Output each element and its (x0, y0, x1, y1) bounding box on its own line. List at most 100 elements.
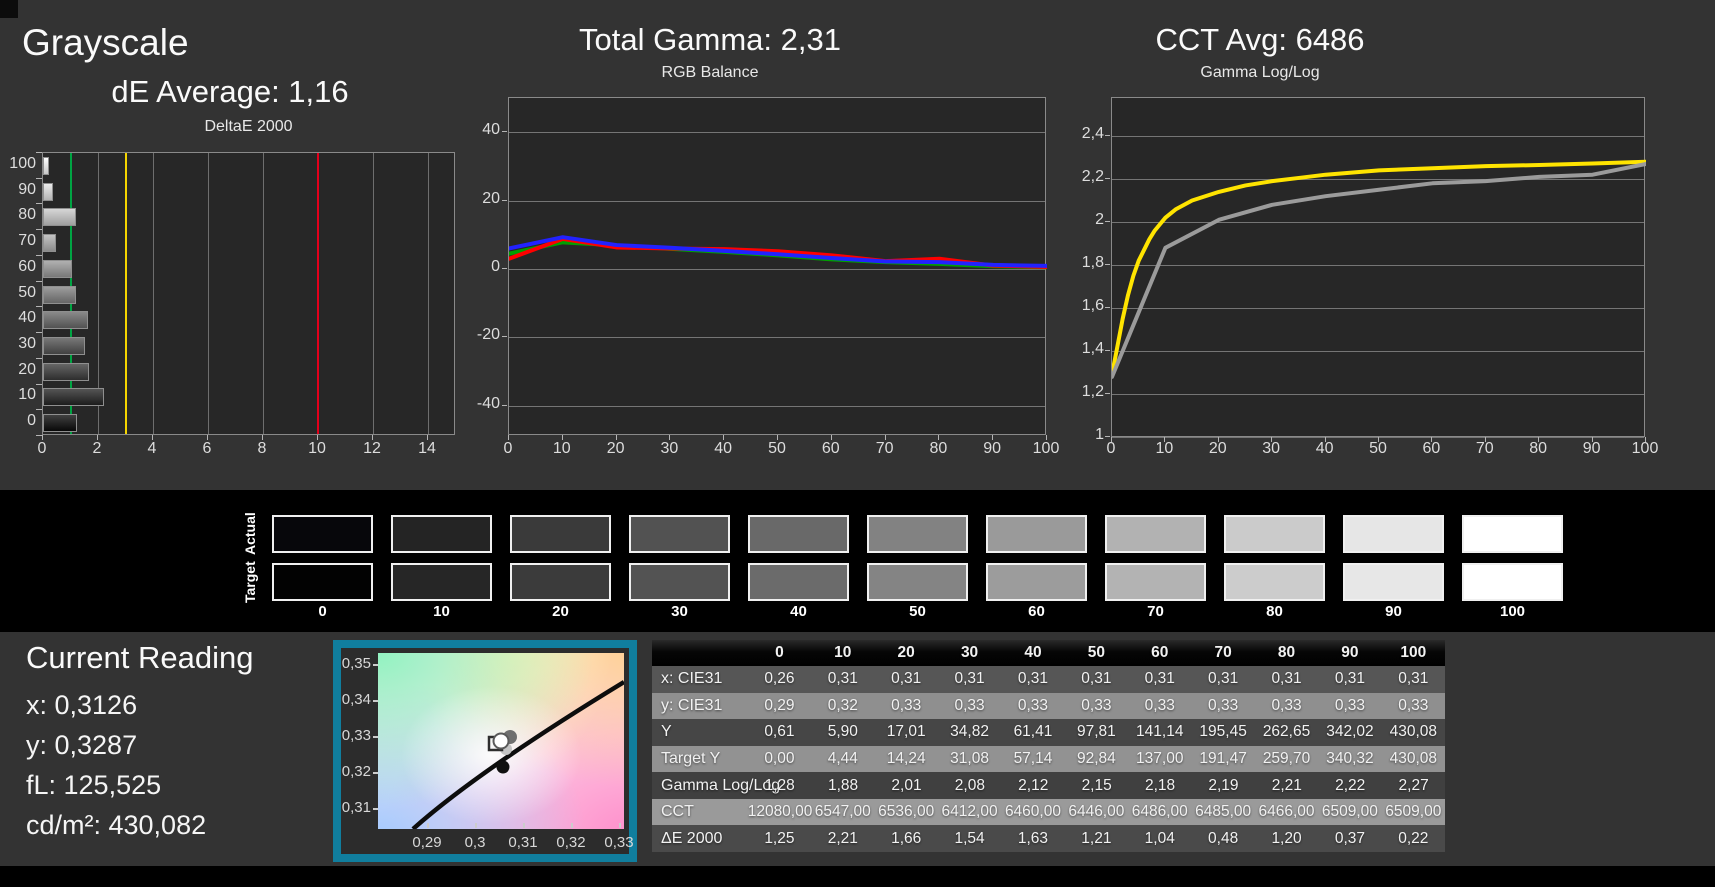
table-cell-30: 34,82 (950, 723, 989, 741)
table-row-y: Y 0,61 5,90 17,01 34,82 61,41 97,81 141,14 195,4… (652, 719, 1445, 746)
table-cell-40: 0,31 (1017, 670, 1049, 688)
gridline-y-1,6 (1112, 308, 1644, 309)
table-cell-30: 31,08 (950, 749, 989, 767)
table-cell-60: 1,04 (1144, 829, 1175, 847)
cie-y-tick-mark (373, 700, 378, 702)
deltae-bar-60 (43, 259, 72, 278)
table-row-y-cie31: y: CIE31 0,29 0,32 0,33 0,33 0,33 0,33 0,33 0,33… (652, 692, 1445, 720)
swatch-actual-80 (1224, 515, 1325, 553)
y-tick-label: 40 (482, 121, 500, 139)
table-header-col-100: 100 (1400, 644, 1427, 661)
table-cell-60: 2,18 (1144, 776, 1176, 794)
y-category-label: 10 (18, 386, 36, 404)
x-tick-label: 12 (363, 440, 381, 457)
x-tick-mark (152, 435, 153, 440)
table-cell-100: 0,33 (1398, 696, 1429, 714)
table-cell-0: 0,29 (764, 696, 795, 714)
table-cell-10: 0,32 (827, 696, 858, 714)
gridline-y-2,2 (1112, 179, 1644, 180)
reading-x: x: 0,3126 (26, 690, 138, 720)
x-tick-label: 60 (821, 440, 840, 457)
table-cell-40: 6460,00 (1004, 803, 1061, 821)
y-tick-label: 0 (491, 258, 500, 275)
table-cell-70: 2,19 (1208, 776, 1239, 794)
x-tick-mark (42, 435, 43, 440)
deltae-bar-90 (43, 182, 54, 201)
x-tick-mark (1591, 437, 1593, 442)
table-header-col-20: 20 (897, 644, 915, 661)
table-cell-100: 430,08 (1389, 723, 1438, 741)
target-row-label: Target (242, 561, 258, 603)
table-cell-0: 0,26 (764, 670, 795, 688)
y-tick-mark (36, 357, 42, 359)
y-tick-mark (1105, 178, 1110, 179)
table-cell-80: 262,65 (1262, 723, 1311, 741)
x-tick-mark (830, 435, 832, 440)
swatch-target-30 (629, 563, 730, 601)
warn-threshold-line (124, 153, 127, 434)
cie-x-tick-mark (523, 823, 525, 828)
x-tick-label: 10 (1155, 440, 1174, 457)
x-tick-label: 4 (147, 440, 157, 457)
table-cell-50: 0,31 (1081, 670, 1112, 688)
x-tick-mark (1111, 437, 1112, 442)
table-cell-10: 2,21 (827, 829, 858, 847)
swatch-actual-10 (391, 515, 492, 553)
swatch-actual-30 (629, 515, 730, 553)
table-row-label: ΔE 2000 (661, 829, 723, 847)
reading-cdm2: cd/m²: 430,082 (26, 810, 207, 840)
swatch-level-label: 90 (1385, 603, 1402, 620)
swatch-target-80 (1224, 563, 1325, 601)
reading-y: y: 0,3287 (26, 730, 138, 760)
table-cell-60: 141,14 (1136, 723, 1184, 741)
table-cell-20: 0,33 (891, 696, 922, 714)
table-cell-70: 0,33 (1208, 696, 1239, 714)
bottom-strip (0, 866, 1715, 887)
y-tick-mark (36, 203, 42, 205)
y-category-label: 90 (18, 180, 36, 198)
x-tick-label: 50 (768, 440, 786, 457)
cie-gradient-field (378, 653, 624, 829)
x-tick-label: 10 (308, 440, 326, 457)
rgb-balance-chart-title: RGB Balance (661, 64, 759, 81)
rgb-balance-chart (508, 97, 1047, 435)
swatch-level-label: 0 (318, 603, 327, 620)
total-gamma-readout: Total Gamma: 2,31 (579, 22, 841, 57)
x-tick-mark (723, 435, 725, 440)
swatch-level-label: 20 (552, 603, 569, 620)
deltae-bar-chart (42, 152, 455, 435)
x-tick-mark (97, 435, 98, 440)
gridline-y-20 (509, 200, 1045, 202)
x-tick-label: 14 (418, 440, 436, 457)
table-cell-90: 342,02 (1326, 723, 1374, 741)
table-row-gamma-log-log: Gamma Log/Log 1,28 1,88 2,01 2,08 2,12 2,15 2,1… (652, 772, 1445, 799)
y-tick-label: 2,2 (1081, 168, 1104, 185)
table-row-cct: CCT 12080,00 6547,00 6536,00 6412,00 6460,00 6… (652, 798, 1445, 826)
planckian-locus-curve (411, 680, 624, 829)
table-cell-0: 0,00 (764, 749, 795, 767)
x-tick-label: 6 (202, 440, 212, 457)
y-tick-mark (1105, 393, 1110, 394)
table-cell-80: 259,70 (1262, 749, 1311, 767)
x-tick-mark (1645, 437, 1646, 442)
swatch-actual-100 (1462, 515, 1563, 553)
cie-x-tick-label: 0,3 (464, 834, 486, 851)
table-cell-80: 0,31 (1271, 670, 1302, 688)
cie-y-tick-mark (373, 808, 378, 810)
table-cell-40: 1,63 (1017, 829, 1049, 847)
x-tick-label: 20 (1208, 440, 1227, 457)
gridline-y-2 (1112, 222, 1644, 223)
table-cell-50: 0,33 (1081, 696, 1112, 714)
x-tick-mark (1538, 437, 1540, 442)
deltae-bar-70 (43, 234, 57, 253)
cie-x-tick-label: 0,29 (412, 834, 442, 851)
table-row-label: Gamma Log/Log (661, 776, 781, 794)
y-category-label: 80 (18, 206, 36, 224)
table-row-label: y: CIE31 (661, 696, 723, 714)
table-header-col-10: 10 (834, 644, 852, 661)
y-category-label: 20 (18, 360, 36, 378)
swatch-level-label: 80 (1266, 603, 1283, 620)
x-tick-mark (938, 435, 940, 440)
gridline-y-0 (509, 269, 1045, 270)
